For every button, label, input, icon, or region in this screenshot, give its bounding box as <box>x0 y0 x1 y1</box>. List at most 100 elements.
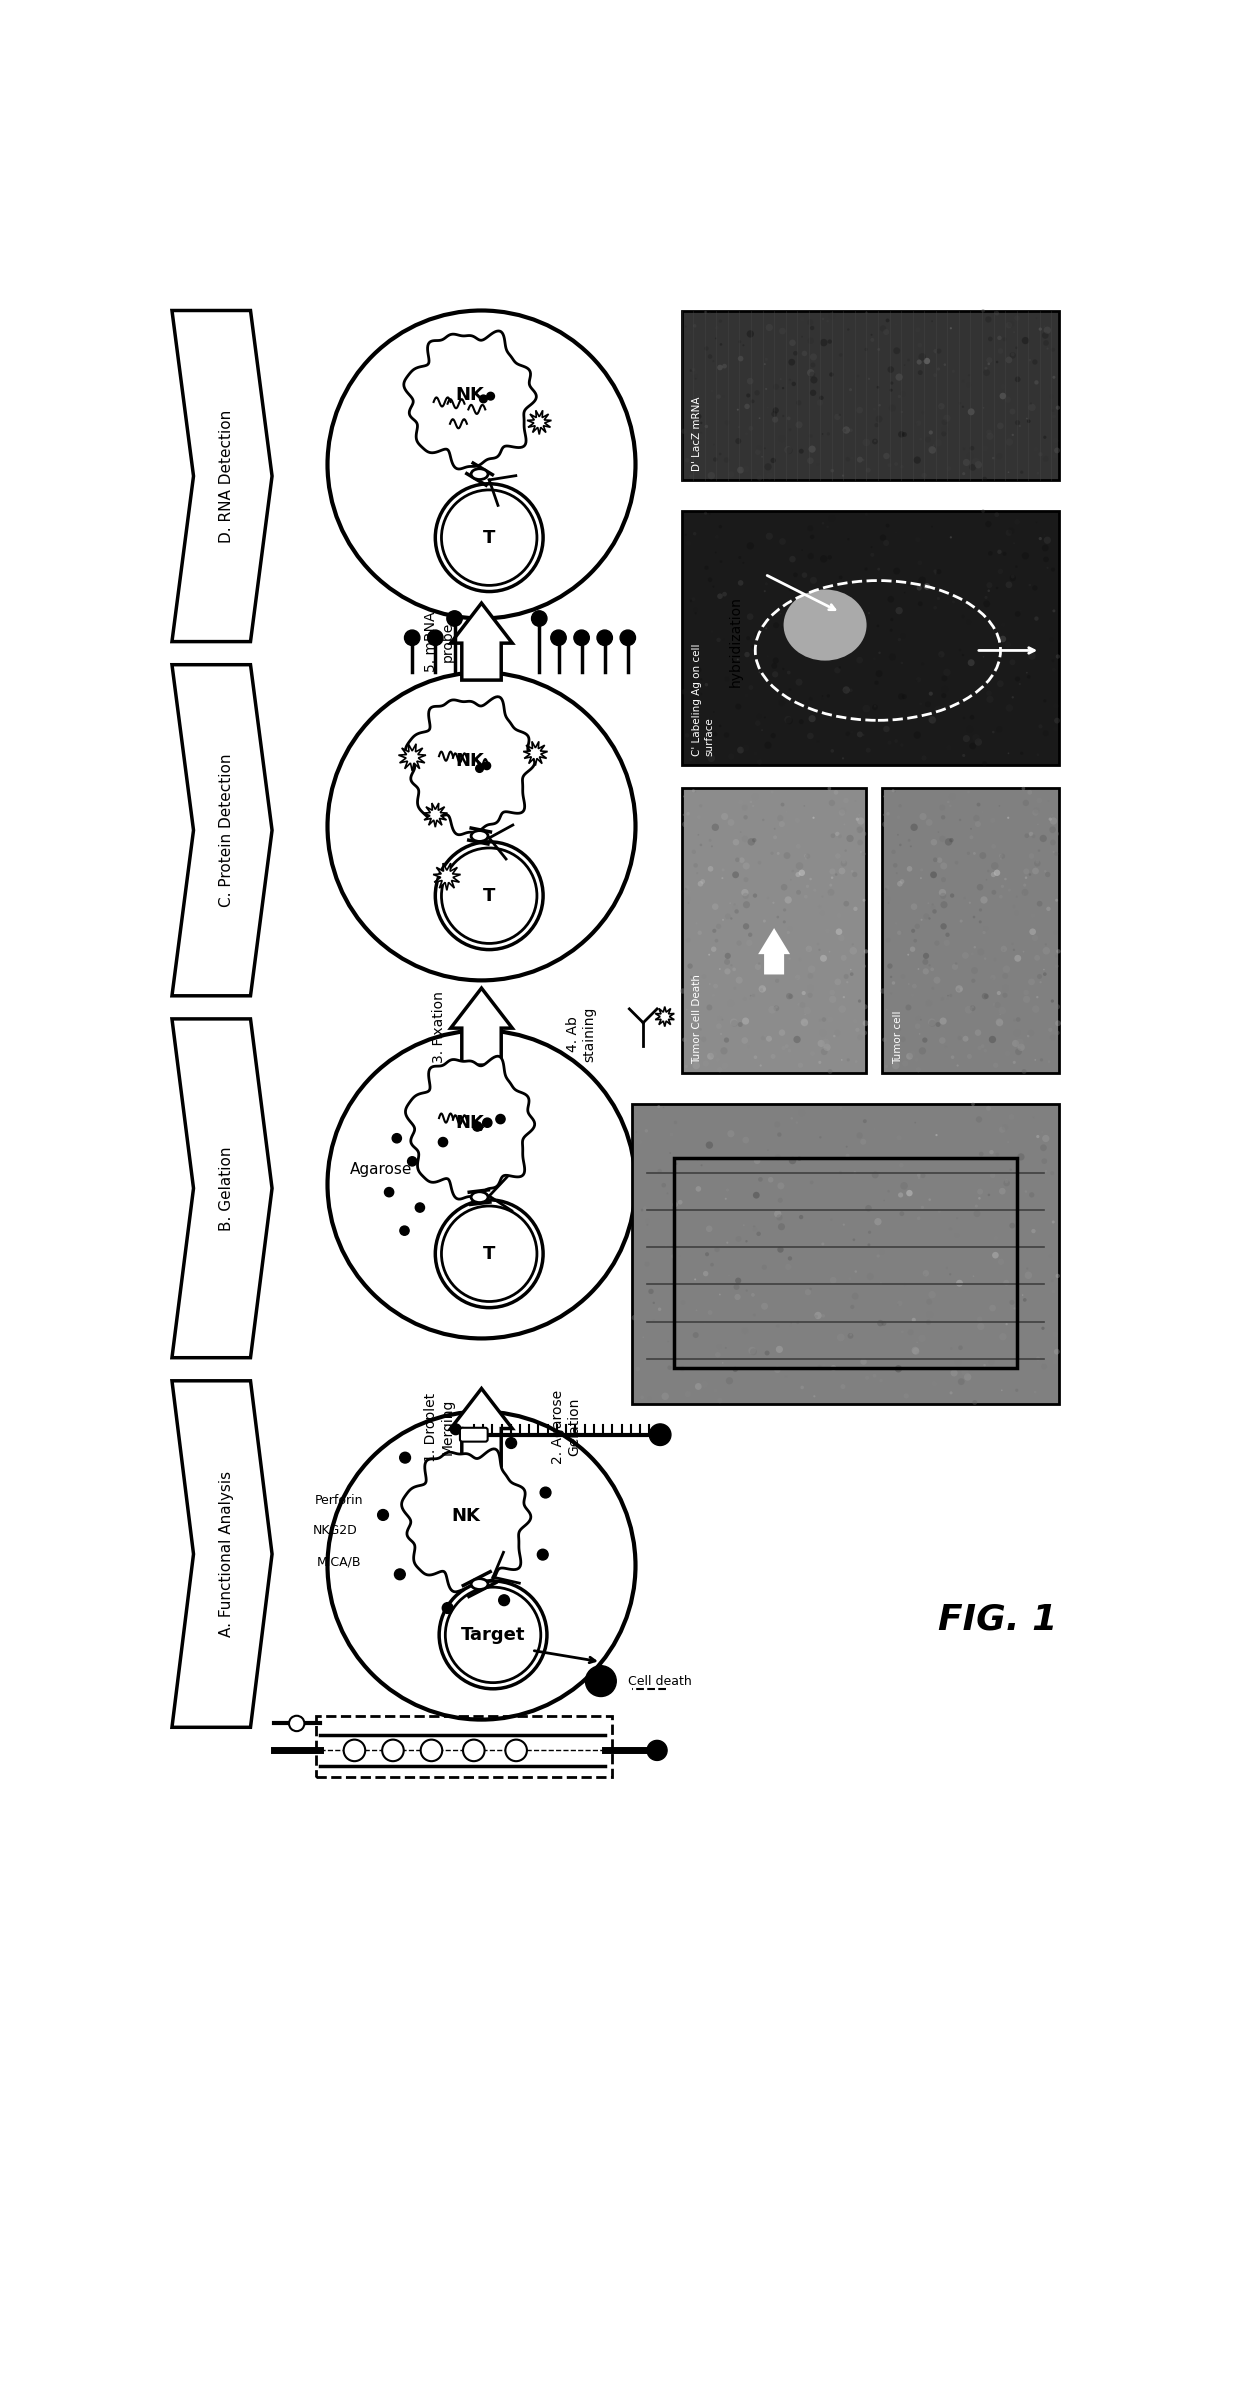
Circle shape <box>785 1044 789 1049</box>
Circle shape <box>537 1550 548 1559</box>
Circle shape <box>1048 829 1050 833</box>
Circle shape <box>892 982 895 984</box>
Circle shape <box>620 630 635 644</box>
Polygon shape <box>172 311 272 642</box>
Circle shape <box>862 1004 868 1008</box>
Circle shape <box>937 366 940 371</box>
Circle shape <box>693 532 697 536</box>
Circle shape <box>830 989 835 996</box>
Circle shape <box>973 853 976 855</box>
Circle shape <box>1039 328 1042 331</box>
Circle shape <box>714 1248 719 1253</box>
Text: NK: NK <box>455 752 485 769</box>
Circle shape <box>378 1509 388 1521</box>
Circle shape <box>885 886 889 889</box>
FancyBboxPatch shape <box>682 788 867 1073</box>
Circle shape <box>919 702 923 704</box>
Circle shape <box>959 649 961 651</box>
Circle shape <box>934 350 937 352</box>
Circle shape <box>893 568 900 575</box>
Circle shape <box>802 350 807 357</box>
Circle shape <box>1028 359 1030 362</box>
Circle shape <box>794 572 797 577</box>
Circle shape <box>775 1006 777 1008</box>
Circle shape <box>818 1018 821 1023</box>
Circle shape <box>956 984 962 992</box>
Text: NK: NK <box>455 386 485 405</box>
Circle shape <box>776 853 780 855</box>
Circle shape <box>820 956 827 963</box>
Circle shape <box>838 352 842 357</box>
Circle shape <box>719 560 723 563</box>
FancyBboxPatch shape <box>682 311 1059 479</box>
Text: D' LacZ mRNA: D' LacZ mRNA <box>692 395 703 472</box>
Circle shape <box>744 877 749 881</box>
Circle shape <box>1003 551 1007 556</box>
Circle shape <box>724 1037 729 1042</box>
Circle shape <box>874 704 877 707</box>
Circle shape <box>1029 1193 1034 1198</box>
Circle shape <box>944 364 946 366</box>
Circle shape <box>961 441 968 448</box>
Circle shape <box>746 613 754 620</box>
Circle shape <box>884 1066 888 1068</box>
Circle shape <box>781 884 787 891</box>
Circle shape <box>977 795 982 800</box>
Circle shape <box>1034 1147 1037 1150</box>
Circle shape <box>981 1044 985 1049</box>
Circle shape <box>810 630 816 637</box>
Circle shape <box>906 867 913 872</box>
Polygon shape <box>172 1382 272 1727</box>
Circle shape <box>742 1018 749 1025</box>
Circle shape <box>773 656 779 663</box>
Circle shape <box>734 910 739 912</box>
Circle shape <box>712 994 715 996</box>
Circle shape <box>394 1569 405 1581</box>
Circle shape <box>962 735 970 742</box>
Circle shape <box>703 1061 709 1066</box>
Circle shape <box>1030 1346 1035 1353</box>
Circle shape <box>818 905 821 908</box>
Circle shape <box>780 802 785 807</box>
Circle shape <box>441 491 537 584</box>
Circle shape <box>838 1171 842 1174</box>
Circle shape <box>941 675 947 683</box>
Circle shape <box>1006 582 1012 589</box>
Circle shape <box>743 996 746 1001</box>
Circle shape <box>789 584 795 592</box>
Circle shape <box>745 695 748 697</box>
Circle shape <box>837 1334 844 1341</box>
Circle shape <box>1008 321 1014 328</box>
Circle shape <box>971 953 973 956</box>
Text: D. RNA Detection: D. RNA Detection <box>218 410 234 544</box>
Circle shape <box>738 357 744 362</box>
Circle shape <box>696 1037 701 1039</box>
Circle shape <box>724 457 729 462</box>
Circle shape <box>680 1365 686 1372</box>
Circle shape <box>733 1368 738 1372</box>
Circle shape <box>929 431 932 433</box>
Circle shape <box>879 1250 885 1255</box>
Circle shape <box>745 431 748 436</box>
Circle shape <box>916 678 921 683</box>
Circle shape <box>807 525 813 532</box>
Circle shape <box>941 814 945 819</box>
Circle shape <box>857 1133 863 1138</box>
Circle shape <box>692 366 696 371</box>
Circle shape <box>673 1121 677 1123</box>
Circle shape <box>993 1236 998 1241</box>
Circle shape <box>807 733 813 740</box>
Circle shape <box>867 1274 874 1279</box>
Circle shape <box>775 980 779 982</box>
Circle shape <box>883 726 889 733</box>
Circle shape <box>991 872 996 877</box>
Circle shape <box>920 812 926 819</box>
Circle shape <box>775 968 782 975</box>
Circle shape <box>733 905 738 910</box>
Circle shape <box>289 1715 304 1732</box>
Circle shape <box>923 1269 929 1277</box>
Circle shape <box>986 316 992 323</box>
Circle shape <box>905 1004 911 1011</box>
Circle shape <box>996 587 998 589</box>
Circle shape <box>1016 1018 1021 1023</box>
